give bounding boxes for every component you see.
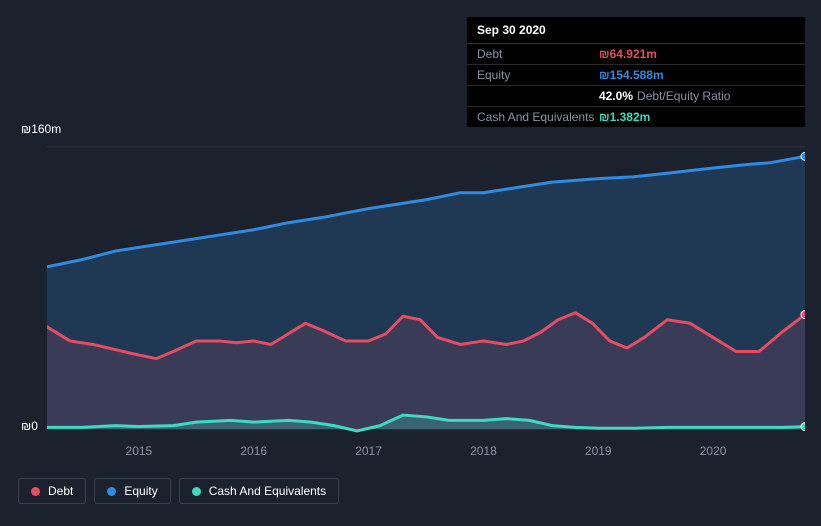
legend-item-cash-and-equivalents[interactable]: Cash And Equivalents — [179, 478, 339, 504]
xaxis-tick: 2016 — [240, 444, 267, 458]
tooltip-label: Debt — [477, 47, 599, 61]
xaxis: 2015 2016 2017 2018 2019 2020 — [47, 444, 805, 464]
tooltip-value: ₪64.921m — [599, 47, 795, 61]
tooltip-row: Cash And Equivalents₪1.382m — [467, 107, 805, 127]
legend-label: Equity — [124, 484, 157, 498]
legend-label: Debt — [48, 484, 73, 498]
tooltip-row: Debt₪64.921m — [467, 44, 805, 65]
xaxis-tick: 2015 — [126, 444, 153, 458]
tooltip-label: Cash And Equivalents — [477, 110, 599, 124]
legend-item-equity[interactable]: Equity — [94, 478, 170, 504]
tooltip-row: 42.0%Debt/Equity Ratio — [467, 86, 805, 107]
legend: Debt Equity Cash And Equivalents — [18, 478, 339, 504]
chart-tooltip: Sep 30 2020 Debt₪64.921mEquity₪154.588m4… — [467, 17, 805, 127]
yaxis-max-label: ₪160m — [21, 122, 61, 136]
tooltip-label — [477, 89, 599, 103]
financials-chart — [47, 138, 805, 438]
tooltip-value: ₪154.588m — [599, 68, 795, 82]
yaxis-zero-label: ₪0 — [21, 419, 38, 433]
series-end-marker-debt — [801, 311, 805, 319]
tooltip-date: Sep 30 2020 — [467, 17, 805, 44]
legend-swatch — [31, 487, 40, 496]
xaxis-tick: 2017 — [355, 444, 382, 458]
legend-item-debt[interactable]: Debt — [18, 478, 86, 504]
series-end-marker-equity — [801, 152, 805, 160]
xaxis-tick: 2019 — [585, 444, 612, 458]
xaxis-tick: 2018 — [470, 444, 497, 458]
tooltip-value: ₪1.382m — [599, 110, 795, 124]
series-end-marker-cash — [801, 423, 805, 431]
legend-swatch — [192, 487, 201, 496]
tooltip-value: 42.0%Debt/Equity Ratio — [599, 89, 795, 103]
tooltip-row: Equity₪154.588m — [467, 65, 805, 86]
legend-label: Cash And Equivalents — [209, 484, 326, 498]
legend-swatch — [107, 487, 116, 496]
xaxis-tick: 2020 — [700, 444, 727, 458]
tooltip-label: Equity — [477, 68, 599, 82]
